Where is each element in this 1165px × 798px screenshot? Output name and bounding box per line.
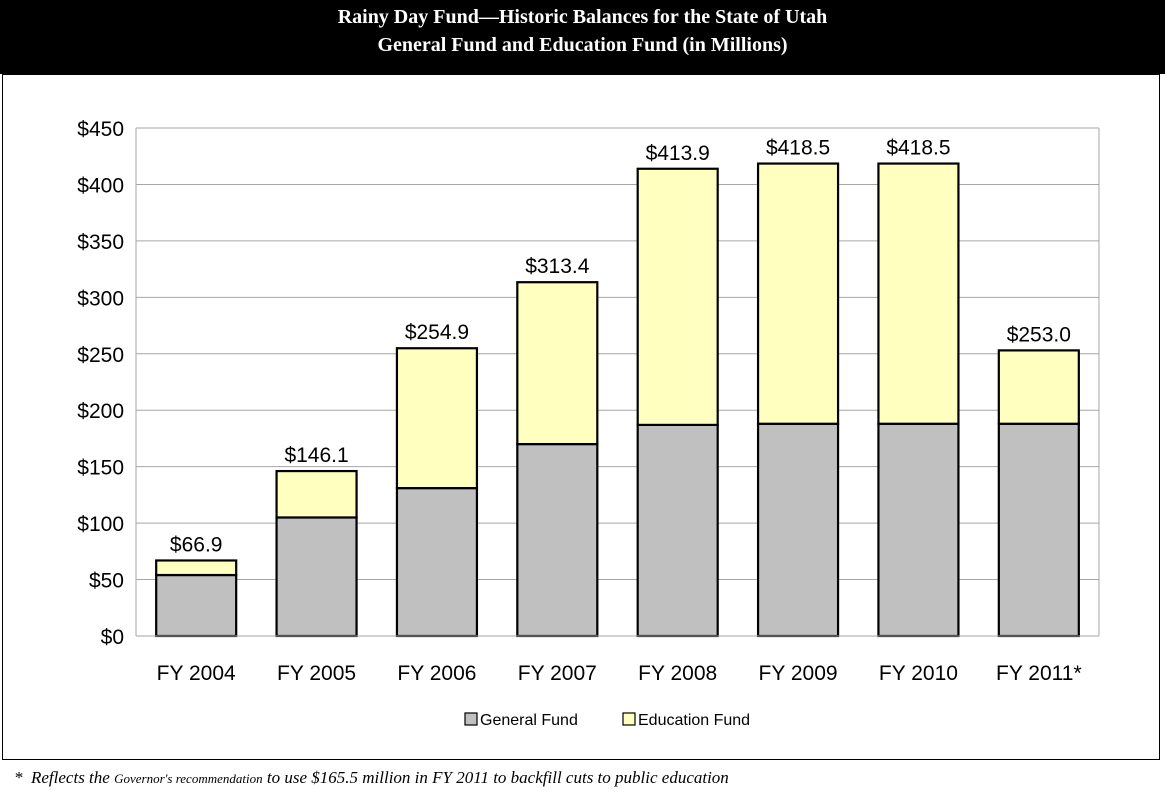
bar-total-label: $66.9 <box>170 533 223 556</box>
x-tick-label: FY 2011* <box>996 662 1082 685</box>
bar-total-label: $418.5 <box>886 137 950 160</box>
y-tick-label: $100 <box>77 513 124 536</box>
bar-education-fund <box>155 559 238 577</box>
bar-general-fund <box>636 423 719 638</box>
y-tick-label: $450 <box>77 118 124 141</box>
footnote: * Reflects the Governor's recommendation… <box>14 768 1154 788</box>
y-tick-label: $50 <box>89 570 124 593</box>
bar-total-label: $313.4 <box>525 255 590 278</box>
bar-education-fund <box>395 347 479 490</box>
legend-label-general-fund: General Fund <box>480 712 578 729</box>
x-tick-label: FY 2009 <box>759 662 838 685</box>
y-tick-label: $0 <box>101 626 124 649</box>
x-tick-label: FY 2005 <box>277 662 356 685</box>
bar-general-fund <box>155 573 238 638</box>
footnote-text-1: Reflects the <box>31 768 110 787</box>
y-tick-label: $250 <box>77 344 124 367</box>
stacked-bar-chart: $0 $50 $100 $150 $200 $250 $300 $350 $400 $450 $66… <box>77 118 1100 729</box>
y-tick-label: $150 <box>77 457 124 480</box>
legend-swatch-education-fund <box>622 712 636 726</box>
chart-title: Rainy Day Fund—Historic Balances for the… <box>0 0 1165 74</box>
footnote-text-2: Governor's recommendation <box>114 771 263 786</box>
bar-education-fund <box>516 281 599 446</box>
x-tick-label: FY 2008 <box>638 662 717 685</box>
bar-total-label: $418.5 <box>766 137 830 160</box>
bar-total-label: $146.1 <box>284 444 348 467</box>
bar-general-fund <box>877 422 960 638</box>
legend-swatch-general-fund <box>464 712 478 726</box>
bar-education-fund <box>877 162 960 425</box>
y-tick-label: $300 <box>77 287 124 310</box>
x-tick-label: FY 2004 <box>157 662 236 685</box>
bar-total-label: $253.0 <box>1007 323 1071 346</box>
footnote-text-3: to use $165.5 million in FY 2011 to back… <box>266 768 729 787</box>
bar-education-fund <box>636 167 719 426</box>
bar-general-fund <box>395 487 479 638</box>
y-tick-label: $400 <box>77 174 124 197</box>
x-tick-label: FY 2006 <box>397 662 476 685</box>
bar-general-fund <box>756 422 840 638</box>
chart-frame: $0 $50 $100 $150 $200 $250 $300 $350 $400 $450 $66… <box>2 74 1160 760</box>
chart-title-line-1: Rainy Day Fund—Historic Balances for the… <box>337 6 828 28</box>
bar-general-fund <box>997 422 1080 638</box>
y-tick-label: $350 <box>77 231 124 254</box>
x-tick-label: FY 2010 <box>879 662 958 685</box>
bar-education-fund <box>997 349 1080 425</box>
bar-education-fund <box>275 469 358 519</box>
chart-title-line-2: General Fund and Education Fund (in Mill… <box>377 34 788 56</box>
footnote-marker: * <box>14 768 23 787</box>
bar-general-fund <box>516 442 599 638</box>
bar-education-fund <box>756 162 840 425</box>
x-tick-label: FY 2007 <box>518 662 597 685</box>
bar-general-fund <box>275 516 358 638</box>
bar-total-label: $254.9 <box>405 321 469 344</box>
y-tick-label: $200 <box>77 400 124 423</box>
legend-label-education-fund: Education Fund <box>638 712 750 729</box>
bar-total-label: $413.9 <box>646 142 710 165</box>
